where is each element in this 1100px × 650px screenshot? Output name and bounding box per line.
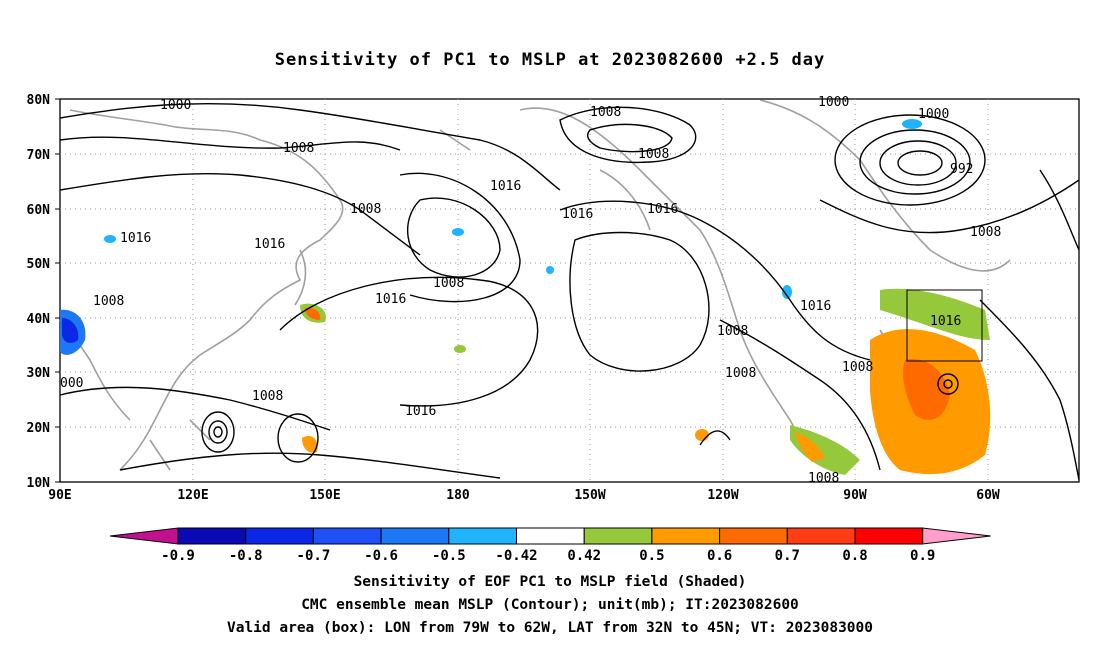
caption-contour: CMC ensemble mean MSLP (Contour); unit(m…: [301, 597, 799, 613]
lat-label: 80N: [27, 93, 51, 108]
strong-sensitivity-core: [903, 359, 950, 420]
isobar-label: 1008: [638, 147, 669, 162]
colorbar-segment: [245, 527, 314, 545]
isobar-label: 1008: [970, 225, 1001, 240]
lon-label: 180: [446, 488, 470, 503]
lon-label: 90E: [48, 488, 71, 503]
lat-label: 40N: [27, 312, 51, 327]
lon-label: 90W: [843, 488, 867, 503]
tick-marks: [55, 98, 60, 483]
isobar-label: 1008: [252, 389, 283, 404]
positive-sensitivity-south: [790, 425, 860, 475]
colorbar-label: -0.6: [364, 548, 398, 564]
lat-label: 30N: [27, 366, 51, 381]
colorbar-segment: [719, 527, 788, 545]
longitude-labels: 90E 120E 150E 180 150W 120W 90W 60W: [48, 488, 1000, 503]
sensitivity-shading: [60, 119, 991, 475]
isobar-label: 1016: [930, 314, 961, 329]
lon-label: 150W: [574, 488, 605, 503]
isobar-label: 1016: [120, 231, 151, 246]
colorbar-label: -0.42: [495, 548, 537, 564]
isobar-label: 000: [60, 376, 83, 391]
colorbar-segment: [177, 527, 247, 545]
colorbar-labels: -0.9 -0.8 -0.7 -0.6 -0.5 -0.42 0.42 0.5 0.6 0.7 0.…: [161, 548, 935, 564]
isobar-label: 1016: [490, 179, 521, 194]
lat-label: 10N: [27, 476, 51, 491]
colorbar-segment: [380, 527, 450, 545]
latitude-labels: 80N 70N 60N 50N 40N 30N 20N 10N: [27, 93, 51, 491]
colorbar-extend-low: [109, 527, 179, 545]
caption-valid-area: Valid area (box): LON from 79W to 62W, L…: [226, 620, 873, 636]
colorbar-label: 0.9: [910, 548, 935, 564]
isobar-label: 1016: [647, 202, 678, 217]
isobar-label: 1008: [283, 141, 314, 156]
isobar-labels: 1000 1008 1000 1000 1008 1016 1008 1016 …: [60, 95, 1001, 486]
colorbar-segment: [651, 527, 721, 545]
colorbar-label: -0.8: [229, 548, 263, 564]
colorbar-segment: [583, 527, 653, 545]
colorbar-extend-high: [922, 527, 991, 545]
colorbar-segments: [109, 527, 991, 545]
positive-sensitivity-pacific-south: [302, 435, 318, 453]
positive-sensitivity-pacific-core: [305, 307, 321, 320]
colorbar-segment: [312, 527, 382, 545]
colorbar-label: 0.7: [775, 548, 800, 564]
isobar-label: 1008: [93, 294, 124, 309]
lon-label: 150E: [309, 488, 340, 503]
colorbar-label: 0.42: [567, 548, 601, 564]
negative-sensitivity-patch: [902, 119, 922, 129]
isobar-label: 1000: [918, 107, 949, 122]
lat-label: 60N: [27, 203, 51, 218]
validation-box: [906, 289, 983, 362]
colorbar-label: -0.5: [432, 548, 466, 564]
isobar-label: 1008: [808, 471, 839, 486]
lon-label: 120W: [707, 488, 738, 503]
lat-label: 20N: [27, 421, 51, 436]
figure-title: Sensitivity of PC1 to MSLP at 2023082600…: [274, 50, 826, 70]
colorbar-label: 0.6: [707, 548, 732, 564]
colorbar-segment: [448, 527, 517, 545]
isobar-label: 1008: [433, 276, 464, 291]
lat-label: 70N: [27, 148, 51, 163]
isobar-label: 1016: [375, 292, 406, 307]
negative-sensitivity-patch: [104, 235, 116, 243]
isobar-label: 1016: [254, 237, 285, 252]
colorbar-segment: [854, 527, 924, 545]
negative-sensitivity-patch: [782, 285, 792, 299]
lon-label: 120E: [177, 488, 208, 503]
lat-label: 50N: [27, 257, 51, 272]
colorbar-label: -0.9: [161, 548, 195, 564]
isobar-label: 1008: [590, 105, 621, 120]
positive-sensitivity-patch: [454, 345, 466, 353]
isobar-label: 1008: [842, 360, 873, 375]
isobar-contours: [59, 102, 1080, 481]
positive-sensitivity-south-core: [795, 432, 825, 462]
colorbar-label: -0.7: [297, 548, 331, 564]
colorbar-label: 0.8: [842, 548, 867, 564]
lon-label: 60W: [976, 488, 1000, 503]
isobar-label: 1000: [818, 95, 849, 110]
negative-sensitivity-patch: [546, 266, 554, 274]
negative-sensitivity-west-core: [62, 318, 79, 343]
colorbar-label: 0.5: [639, 548, 664, 564]
isobar-label: 1000: [160, 98, 191, 113]
negative-sensitivity-patch: [452, 228, 464, 236]
isobar-label: 1016: [405, 404, 436, 419]
isobar-label: 1008: [725, 366, 756, 381]
isobar-label: 1016: [800, 299, 831, 314]
isobar-label: 992: [950, 162, 973, 177]
colorbar-segment: [516, 527, 585, 545]
caption-shading: Sensitivity of EOF PC1 to MSLP field (Sh…: [353, 574, 747, 590]
isobar-label: 1008: [717, 324, 748, 339]
isobar-label: 1008: [350, 202, 381, 217]
isobar-label: 1016: [562, 207, 593, 222]
colorbar-segment: [786, 527, 856, 545]
